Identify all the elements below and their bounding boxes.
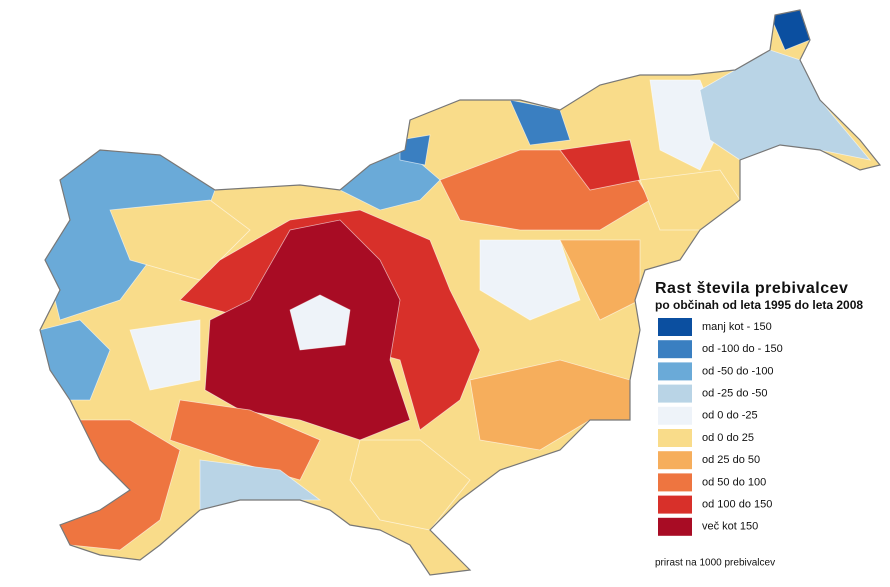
legend: manj kot - 150 od -100 do - 150 od -50 do … xyxy=(658,318,783,536)
legend-label: več kot 150 xyxy=(702,521,758,533)
legend-label: od -50 do -100 xyxy=(702,365,774,377)
legend-swatch xyxy=(658,384,692,403)
municipality-region xyxy=(399,134,431,166)
legend-label: od -100 do - 150 xyxy=(702,343,783,355)
legend-label: od 50 do 100 xyxy=(702,476,766,488)
municipality-region xyxy=(289,294,351,351)
municipality-region xyxy=(169,399,321,481)
legend-label: od -25 do -50 xyxy=(702,388,767,400)
legend-swatch xyxy=(658,495,692,514)
legend-note: prirast na 1000 prebivalcev xyxy=(655,558,775,569)
legend-subtitle: po občinah od leta 1995 do leta 2008 xyxy=(655,298,863,312)
legend-label: od 25 do 50 xyxy=(702,454,760,466)
legend-label: od 0 do 25 xyxy=(702,432,754,444)
legend-title: Rast števila prebivalcev xyxy=(655,280,848,297)
municipality-region xyxy=(699,49,872,161)
legend-swatch xyxy=(658,406,692,425)
legend-label: od 0 do -25 xyxy=(702,410,758,422)
legend-label: od 100 do 150 xyxy=(702,499,772,511)
legend-swatch xyxy=(658,429,692,447)
legend-swatch xyxy=(658,340,692,359)
municipality-region xyxy=(129,319,201,391)
legend-swatch xyxy=(658,318,692,336)
legend-swatch xyxy=(658,517,692,536)
municipality-region xyxy=(479,239,581,321)
legend-swatch xyxy=(658,362,692,381)
municipality-region xyxy=(109,199,251,281)
country-outline xyxy=(39,9,882,576)
legend-swatch xyxy=(658,451,692,470)
legend-swatch xyxy=(658,473,692,492)
legend-label: manj kot - 150 xyxy=(702,321,772,333)
municipality-region xyxy=(509,99,571,146)
